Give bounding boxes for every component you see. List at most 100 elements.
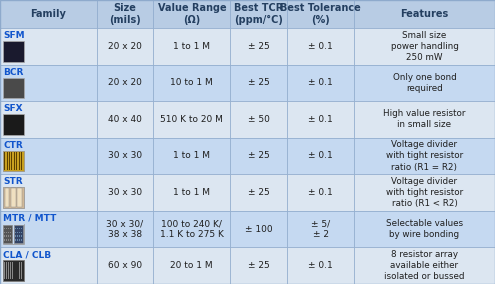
Bar xyxy=(6,262,7,279)
Bar xyxy=(354,101,495,138)
Bar xyxy=(97,28,153,64)
Text: ± 0.1: ± 0.1 xyxy=(308,261,333,270)
Bar xyxy=(21,152,22,170)
Bar xyxy=(3,41,24,62)
Text: 1 to 1 M: 1 to 1 M xyxy=(173,42,210,51)
Bar xyxy=(6,152,7,170)
Text: Selectable values
by wire bonding: Selectable values by wire bonding xyxy=(386,219,463,239)
Bar xyxy=(8,239,9,241)
Bar xyxy=(230,0,287,28)
Text: 510 K to 20 M: 510 K to 20 M xyxy=(160,115,223,124)
Bar xyxy=(3,187,24,208)
Bar xyxy=(3,260,24,281)
Bar xyxy=(354,64,495,101)
Text: CTR: CTR xyxy=(3,141,23,150)
Text: 60 x 90: 60 x 90 xyxy=(108,261,142,270)
Bar xyxy=(4,152,5,170)
Text: ± 50: ± 50 xyxy=(248,115,270,124)
Text: Voltage divider
with tight resistor
ratio (R1 = R2): Voltage divider with tight resistor rati… xyxy=(386,140,463,172)
Bar xyxy=(153,28,230,64)
Bar xyxy=(230,211,287,247)
Bar xyxy=(19,228,20,229)
Text: 20 to 1 M: 20 to 1 M xyxy=(170,261,213,270)
Bar xyxy=(21,239,22,241)
Bar xyxy=(287,211,354,247)
Bar xyxy=(97,211,153,247)
Bar xyxy=(0,247,97,284)
Text: 10 to 1 M: 10 to 1 M xyxy=(170,78,213,87)
Bar xyxy=(354,247,495,284)
Text: ± 5/
± 2: ± 5/ ± 2 xyxy=(311,219,330,239)
Text: Best Tolerance
(%): Best Tolerance (%) xyxy=(280,3,361,25)
Bar xyxy=(3,225,12,243)
Bar xyxy=(6,231,7,233)
Bar xyxy=(8,231,9,233)
Text: SFX: SFX xyxy=(3,104,23,113)
Bar xyxy=(153,247,230,284)
Bar xyxy=(8,228,9,229)
Bar xyxy=(0,28,97,64)
Text: Value Range
(Ω): Value Range (Ω) xyxy=(157,3,226,25)
Text: 100 to 240 K/
1.1 K to 275 K: 100 to 240 K/ 1.1 K to 275 K xyxy=(160,219,224,239)
Bar xyxy=(10,228,11,229)
Bar xyxy=(287,174,354,211)
Bar xyxy=(5,188,9,207)
Bar xyxy=(3,151,24,171)
Bar xyxy=(4,228,5,229)
Text: ± 0.1: ± 0.1 xyxy=(308,115,333,124)
Bar xyxy=(4,239,5,241)
Bar xyxy=(0,174,97,211)
Bar xyxy=(3,151,24,171)
Bar xyxy=(354,174,495,211)
Bar xyxy=(97,247,153,284)
Bar xyxy=(3,260,24,281)
Bar xyxy=(153,64,230,101)
Bar xyxy=(230,138,287,174)
Text: 1 to 1 M: 1 to 1 M xyxy=(173,188,210,197)
Bar xyxy=(354,211,495,247)
Bar xyxy=(17,231,18,233)
Bar xyxy=(6,228,7,229)
Bar xyxy=(354,138,495,174)
Text: High value resistor
in small size: High value resistor in small size xyxy=(383,109,466,130)
Bar xyxy=(6,235,7,237)
Bar xyxy=(16,152,17,170)
Bar xyxy=(0,64,97,101)
Text: 30 x 30: 30 x 30 xyxy=(108,151,142,160)
Text: ± 25: ± 25 xyxy=(248,151,269,160)
Bar xyxy=(153,138,230,174)
Bar xyxy=(10,235,11,237)
Bar xyxy=(6,239,7,241)
Bar xyxy=(10,231,11,233)
Bar xyxy=(15,239,16,241)
Bar xyxy=(19,231,20,233)
Bar xyxy=(15,235,16,237)
Text: 30 x 30/
38 x 38: 30 x 30/ 38 x 38 xyxy=(106,219,144,239)
Bar xyxy=(19,235,20,237)
Bar xyxy=(0,211,97,247)
Bar xyxy=(0,0,97,28)
Bar xyxy=(14,262,15,279)
Bar xyxy=(97,64,153,101)
Text: Only one bond
required: Only one bond required xyxy=(393,73,456,93)
Bar xyxy=(230,28,287,64)
Text: ± 0.1: ± 0.1 xyxy=(308,151,333,160)
Text: 1 to 1 M: 1 to 1 M xyxy=(173,151,210,160)
Bar xyxy=(287,247,354,284)
Bar xyxy=(287,0,354,28)
Bar xyxy=(153,211,230,247)
Bar xyxy=(11,188,15,207)
Bar xyxy=(21,235,22,237)
Text: Small size
power handling
250 mW: Small size power handling 250 mW xyxy=(391,31,458,62)
Text: Family: Family xyxy=(30,9,66,19)
Bar xyxy=(15,231,16,233)
Bar xyxy=(15,228,16,229)
Text: ± 0.1: ± 0.1 xyxy=(308,188,333,197)
Text: Voltage divider
with tight resistor
ratio (R1 < R2): Voltage divider with tight resistor rati… xyxy=(386,177,463,208)
Bar xyxy=(153,174,230,211)
Bar xyxy=(10,239,11,241)
Bar xyxy=(230,174,287,211)
Bar xyxy=(0,138,97,174)
Bar xyxy=(8,262,9,279)
Text: ± 25: ± 25 xyxy=(248,261,269,270)
